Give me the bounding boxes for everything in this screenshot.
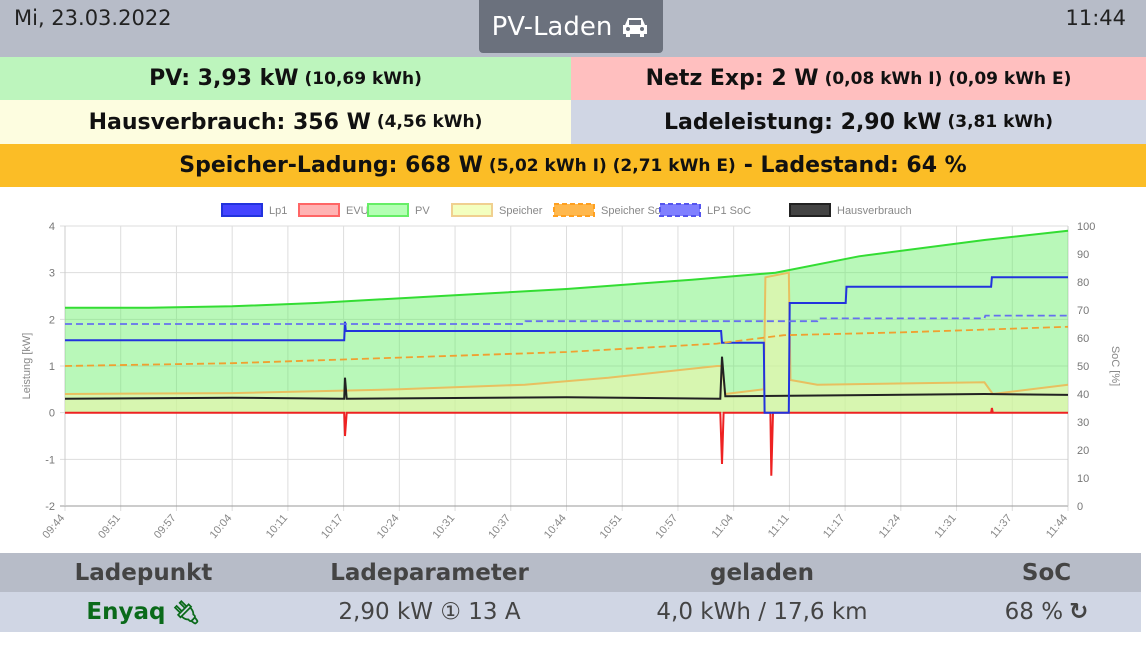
series-line-speicher: [64, 271, 1069, 396]
power-chart: 09:44 09:51 09:57 10:04 10:11 10:17 10:24 10:31…: [21, 203, 1121, 541]
x-tick-label: 09:44: [40, 512, 67, 541]
legend-swatch: [553, 203, 595, 217]
chargepoint-name: Enyaq: [86, 599, 166, 625]
table-row: Enyaq 🔌︎ 2,90 kW ① 13 A 4,0 kWh / 17,6 km…: [0, 592, 1141, 632]
col-geladen: geladen: [710, 559, 814, 586]
house-summary: Hausverbrauch: 356 W (4,56 kWh): [0, 100, 571, 144]
x-tick-label: 11:44: [1044, 512, 1070, 540]
series-line-hausverbrauch: [64, 356, 1069, 400]
pv-energy: (10,69 kWh): [304, 68, 422, 89]
soc-cell: 68 % ↻: [952, 592, 1141, 632]
x-tick-label: 10:17: [319, 512, 346, 541]
x-tick-label: 09:57: [152, 512, 179, 541]
col-ladeparameter: Ladeparameter: [330, 559, 529, 586]
series-line-lp1-soc: [65, 314, 1068, 325]
chargepoint-cell[interactable]: Enyaq 🔌︎: [0, 592, 287, 632]
legend-label: Speicher: [499, 205, 543, 217]
series-line-pv: [65, 229, 1069, 309]
legend-swatch: [789, 203, 831, 217]
grid-energy: (0,08 kWh I) (0,09 kWh E): [824, 68, 1072, 89]
y-tick-label: 4: [49, 221, 55, 233]
legend-label: PV: [415, 205, 430, 217]
legend-swatch: [221, 203, 263, 217]
x-tick-label: 10:11: [264, 512, 290, 540]
x-tick-label: 10:31: [430, 512, 457, 541]
legend-swatch: [367, 203, 409, 217]
y2-tick-label: 80: [1077, 277, 1089, 289]
x-tick-label: 11:17: [821, 512, 847, 540]
battery-energy: (5,02 kWh I) (2,71 kWh E): [488, 155, 736, 176]
legend-swatch: [451, 203, 493, 217]
y2-tick-label: 50: [1077, 361, 1089, 373]
col-soc: SoC: [1021, 559, 1072, 586]
x-tick-label: 09:51: [96, 512, 123, 541]
x-tick-label: 11:24: [877, 512, 903, 540]
y-tick-label: 0: [49, 408, 55, 420]
y2-tick-label: 40: [1077, 389, 1089, 401]
x-tick-label: 10:51: [598, 512, 625, 541]
legend-label: LP1 SoC: [707, 205, 751, 217]
y2-tick-label: 0: [1077, 501, 1083, 513]
battery-soc: - Ladestand: 64 %: [743, 153, 967, 178]
x-tick-label: 11:37: [988, 512, 1014, 540]
y2-tick-label: 70: [1077, 305, 1089, 317]
mode-button[interactable]: PV-Laden: [479, 0, 663, 53]
grid-value: Netz Exp: 2 W: [645, 66, 819, 91]
y2-axis-label: SoC [%]: [1109, 346, 1121, 386]
pv-value: PV: 3,93 kW: [149, 66, 299, 91]
x-tick-label: 10:57: [653, 512, 680, 541]
x-tick-label: 10:37: [486, 512, 513, 541]
y2-tick-label: 20: [1077, 445, 1089, 457]
legend-label: Hausverbrauch: [837, 205, 912, 217]
x-tick-label: 11:04: [710, 512, 736, 540]
table-header: Ladepunkt Ladeparameter geladen SoC: [0, 553, 1141, 592]
legend-label: EVU: [346, 205, 369, 217]
charge-value: Ladeleistung: 2,90 kW: [663, 109, 942, 135]
col-ladepunkt: Ladepunkt: [74, 559, 213, 586]
plug-icon: 🔌︎: [171, 599, 201, 626]
y-axis-label: Leistung [kW]: [21, 333, 33, 400]
y-tick-label: -1: [45, 454, 55, 466]
charge-energy: (3,81 kWh): [947, 112, 1054, 132]
y-tick-label: -2: [45, 501, 55, 513]
x-tick-label: 10:04: [208, 512, 235, 541]
series-line-evu: [65, 407, 1068, 476]
y-tick-label: 2: [49, 314, 55, 326]
x-tick-label: 11:31: [932, 512, 958, 540]
car-icon: [623, 17, 648, 37]
battery-value: Speicher-Ladung: 668 W: [179, 153, 483, 178]
x-tick-label: 11:11: [766, 512, 792, 540]
x-tick-label: 10:24: [375, 512, 402, 541]
series-line-speicher-soc: [64, 325, 1069, 367]
grid-summary: Netz Exp: 2 W (0,08 kWh I) (0,09 kWh E): [571, 57, 1146, 100]
y2-tick-label: 90: [1077, 249, 1089, 261]
legend-swatch: [659, 203, 701, 217]
house-value: Hausverbrauch: 356 W: [88, 109, 371, 135]
refresh-icon[interactable]: ↻: [1069, 599, 1089, 625]
y2-tick-label: 10: [1077, 473, 1089, 485]
params-cell[interactable]: 2,90 kW ① 13 A: [338, 599, 521, 625]
legend-label: Lp1: [269, 205, 287, 217]
legend-label: Speicher SoC: [601, 205, 669, 217]
date: Mi, 23.03.2022: [14, 6, 172, 30]
y2-tick-label: 100: [1077, 221, 1095, 233]
battery-summary: Speicher-Ladung: 668 W (5,02 kWh I) (2,71…: [0, 144, 1146, 187]
soc-value: 68 %: [1004, 599, 1064, 625]
house-energy: (4,56 kWh): [376, 112, 483, 132]
y2-tick-label: 30: [1077, 417, 1089, 429]
header-bar: Mi, 23.03.2022 PV-Laden 11:44: [0, 0, 1146, 57]
charge-summary: Ladeleistung: 2,90 kW (3,81 kWh): [571, 100, 1146, 144]
mode-label: PV-Laden: [491, 11, 613, 42]
time: 11:44: [1065, 6, 1126, 30]
y-tick-label: 3: [49, 268, 55, 280]
series-area-pv: [65, 230, 1068, 413]
x-tick-label: 10:44: [542, 512, 569, 541]
charged-cell: 4,0 kWh / 17,6 km: [656, 599, 868, 625]
y2-tick-label: 60: [1077, 333, 1089, 345]
legend-swatch: [298, 203, 340, 217]
y-tick-label: 1: [49, 361, 55, 373]
pv-summary: PV: 3,93 kW (10,69 kWh): [0, 57, 571, 100]
